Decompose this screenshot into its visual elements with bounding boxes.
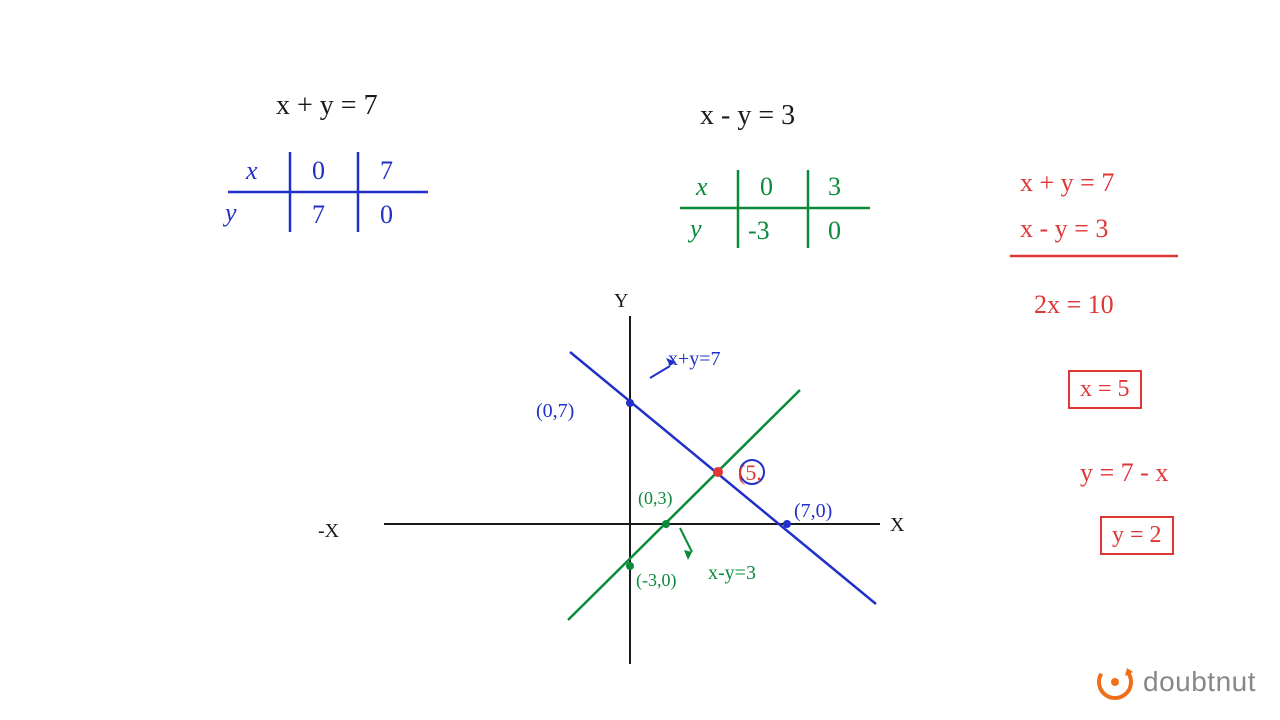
x-axis-label: X bbox=[890, 514, 904, 537]
line2-label: x-y=3 bbox=[708, 562, 756, 585]
line2-pt03: (0,3) bbox=[638, 488, 673, 509]
line2-ptn30: (-3,0) bbox=[636, 570, 676, 591]
y-axis-label: Y bbox=[614, 290, 628, 313]
graph-svg bbox=[0, 0, 1280, 720]
logo-icon bbox=[1095, 662, 1135, 702]
neg-x-axis-label: -X bbox=[318, 520, 339, 543]
intersection-label: (5, bbox=[738, 460, 762, 486]
line1-label: x+y=7 bbox=[668, 348, 721, 371]
logo-text: doubtnut bbox=[1143, 666, 1256, 698]
line1-pt70: (7,0) bbox=[794, 500, 832, 523]
line1-pt07: (0,7) bbox=[536, 400, 574, 423]
doubtnut-logo: doubtnut bbox=[1095, 662, 1256, 702]
